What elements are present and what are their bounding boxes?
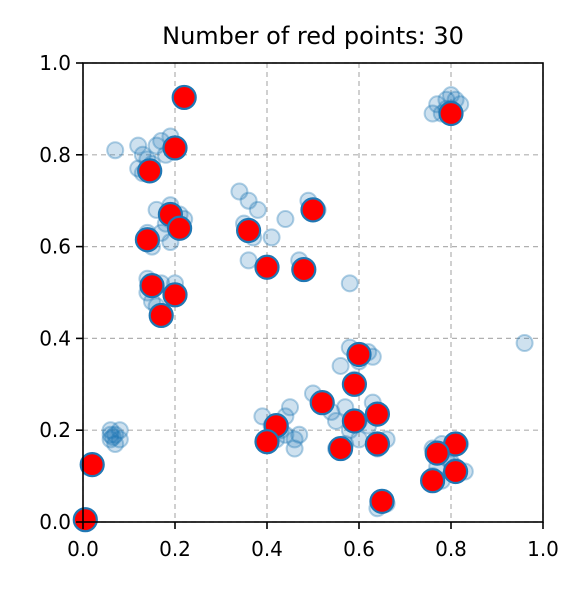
y-tick-label: 0.4 (39, 326, 71, 350)
faint-point (110, 421, 129, 440)
red-point (420, 468, 446, 494)
faint-point (110, 430, 129, 449)
faint-point (248, 200, 267, 219)
faint-point (239, 191, 258, 210)
red-point (72, 507, 98, 533)
faint-point (101, 430, 120, 449)
red-point (369, 488, 395, 514)
faint-point (230, 182, 249, 201)
y-tick-label: 0.6 (39, 235, 71, 259)
points-layer (83, 86, 534, 522)
faint-point (285, 439, 304, 458)
red-point (236, 217, 262, 244)
x-tick-label: 0.0 (67, 537, 99, 561)
faint-point (262, 228, 281, 247)
faint-point (101, 421, 120, 440)
red-point (291, 256, 317, 283)
red-point (162, 135, 188, 161)
faint-point (106, 425, 125, 444)
red-point (346, 341, 372, 368)
red-point (309, 390, 335, 416)
faint-point (290, 425, 309, 444)
red-point (148, 302, 174, 329)
red-point (328, 435, 354, 462)
red-point (254, 254, 280, 280)
x-tick-label: 0.4 (251, 537, 283, 561)
y-tick-label: 1.0 (39, 51, 71, 75)
red-point (364, 401, 390, 427)
red-point (139, 273, 165, 299)
faint-point (239, 251, 258, 270)
y-axis: 0.0 0.2 0.4 0.6 0.8 1.0 (39, 51, 83, 534)
faint-point (103, 428, 122, 447)
faint-point (281, 398, 299, 417)
red-point (171, 84, 197, 111)
faint-point (276, 210, 295, 229)
red-point (341, 408, 367, 434)
red-point (134, 227, 160, 253)
red-point (341, 371, 367, 397)
red-point (137, 158, 163, 184)
red-points-layer (72, 84, 469, 533)
chart-title: Number of red points: 30 (162, 22, 464, 50)
y-tick-label: 0.8 (39, 143, 71, 167)
red-point (438, 100, 464, 127)
x-tick-label: 0.6 (343, 537, 375, 561)
plot-frame (82, 62, 544, 523)
faint-point (340, 274, 359, 293)
red-point (162, 282, 188, 308)
red-point (424, 440, 450, 466)
faint-point (350, 430, 368, 449)
x-tick-label: 1.0 (527, 537, 559, 561)
faint-point (129, 136, 148, 155)
faint-point (101, 425, 120, 444)
y-tick-label: 0.2 (39, 418, 71, 442)
faint-point (331, 356, 350, 375)
faint-point (285, 430, 304, 449)
x-tick-label: 0.2 (159, 537, 191, 561)
red-point (443, 458, 469, 485)
red-point (364, 431, 390, 457)
red-point (79, 452, 105, 478)
faint-point (515, 333, 534, 352)
red-point (254, 429, 280, 455)
x-axis: 0.0 0.2 0.4 0.6 0.8 1.0 (67, 522, 559, 561)
red-point (300, 197, 326, 223)
red-point (167, 215, 193, 241)
y-tick-label: 0.0 (39, 510, 71, 534)
faint-point (106, 141, 125, 160)
x-tick-label: 0.8 (435, 537, 467, 561)
faint-point (106, 434, 125, 453)
